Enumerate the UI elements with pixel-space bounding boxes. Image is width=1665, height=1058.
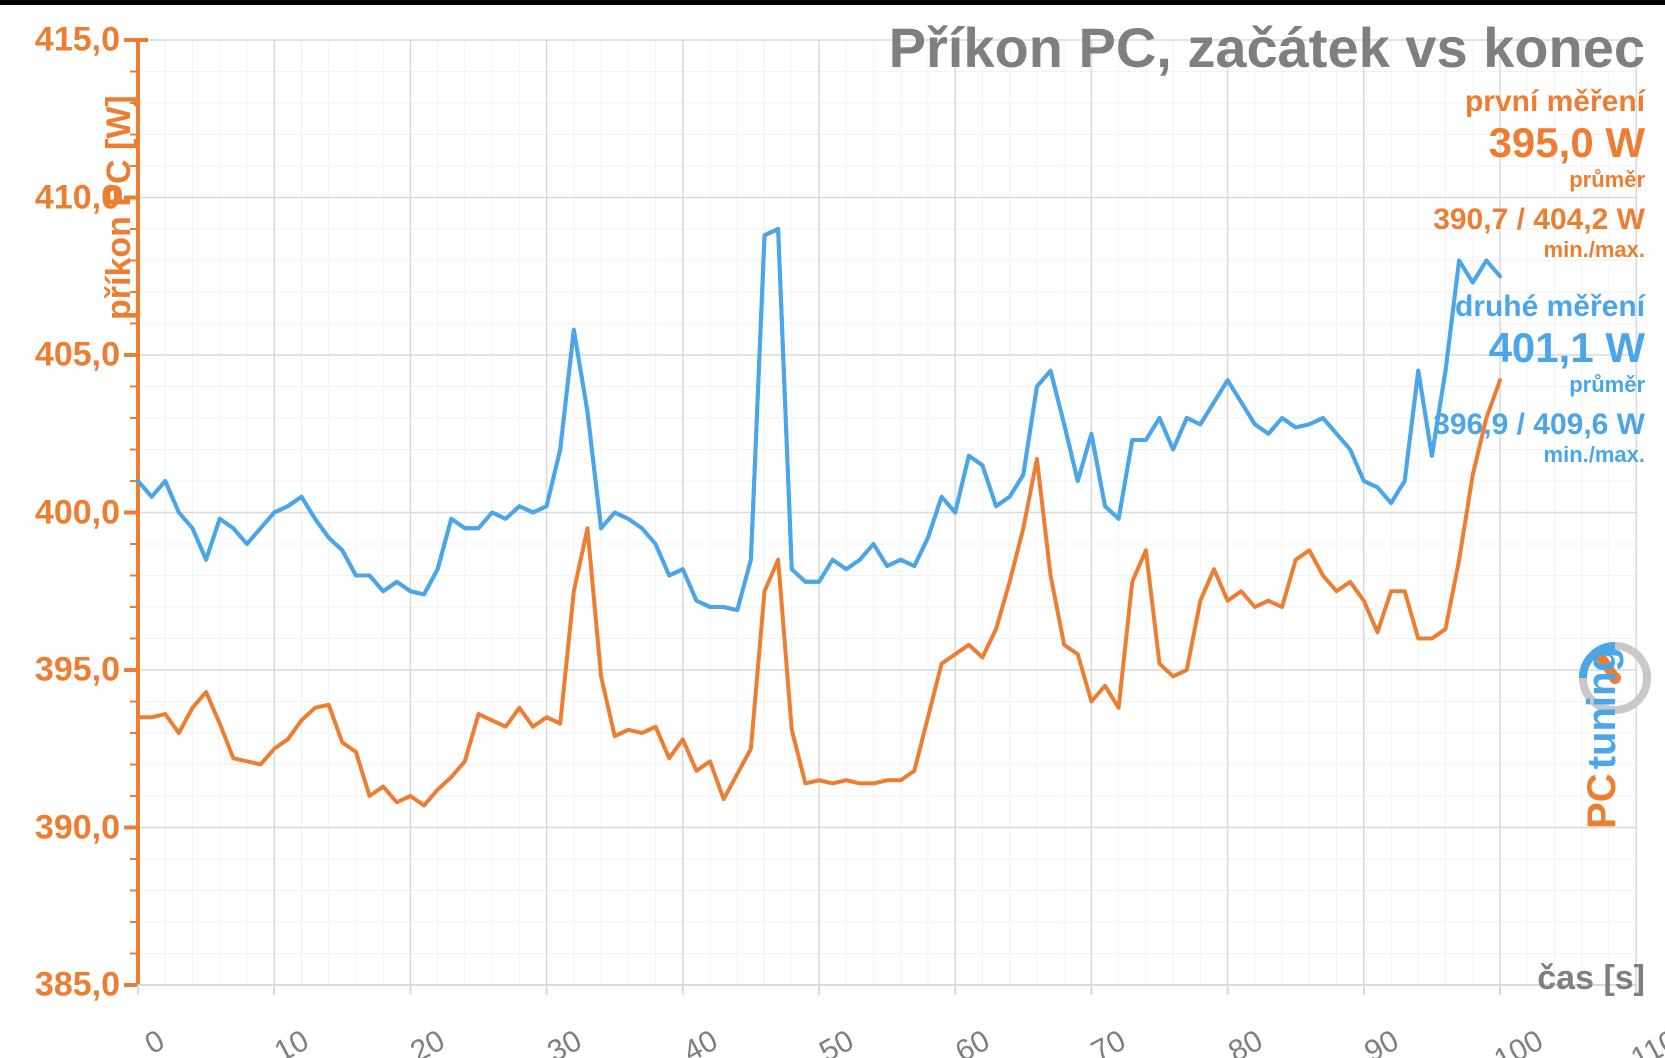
pctuning-logo: PCtuning (1575, 618, 1655, 948)
series1-minmax-sub: min./max. (1433, 237, 1645, 263)
series2-average: 401,1 W (1433, 324, 1645, 372)
ytick-label: 400,0 (35, 493, 120, 532)
chart-title: Příkon PC, začátek vs konec (889, 15, 1645, 80)
series1-average-sub: průměr (1433, 167, 1645, 193)
series2-average-sub: průměr (1433, 372, 1645, 398)
ytick-label: 415,0 (35, 21, 120, 60)
ytick-label: 390,0 (35, 808, 120, 847)
svg-text:PCtuning: PCtuning (1580, 647, 1624, 829)
series2-minmax-sub: min./max. (1433, 442, 1645, 468)
xaxis-title: čas [s] (1537, 959, 1645, 998)
top-border (0, 0, 1665, 5)
series1-average: 395,0 W (1433, 119, 1645, 167)
series2-annotation: druhé měření 401,1 W průměr 396,9 / 409,… (1433, 290, 1645, 468)
series2-label: druhé měření (1433, 290, 1645, 324)
chart-svg (0, 10, 1665, 1058)
ytick-label: 395,0 (35, 651, 120, 690)
series1-label: první měření (1433, 85, 1645, 119)
ytick-label: 385,0 (35, 966, 120, 1005)
series1-minmax: 390,7 / 404,2 W (1433, 203, 1645, 237)
series1-annotation: první měření 395,0 W průměr 390,7 / 404,… (1433, 85, 1645, 263)
series2-minmax: 396,9 / 409,6 W (1433, 408, 1645, 442)
ytick-label: 405,0 (35, 336, 120, 375)
ytick-label: 410,0 (35, 178, 120, 217)
